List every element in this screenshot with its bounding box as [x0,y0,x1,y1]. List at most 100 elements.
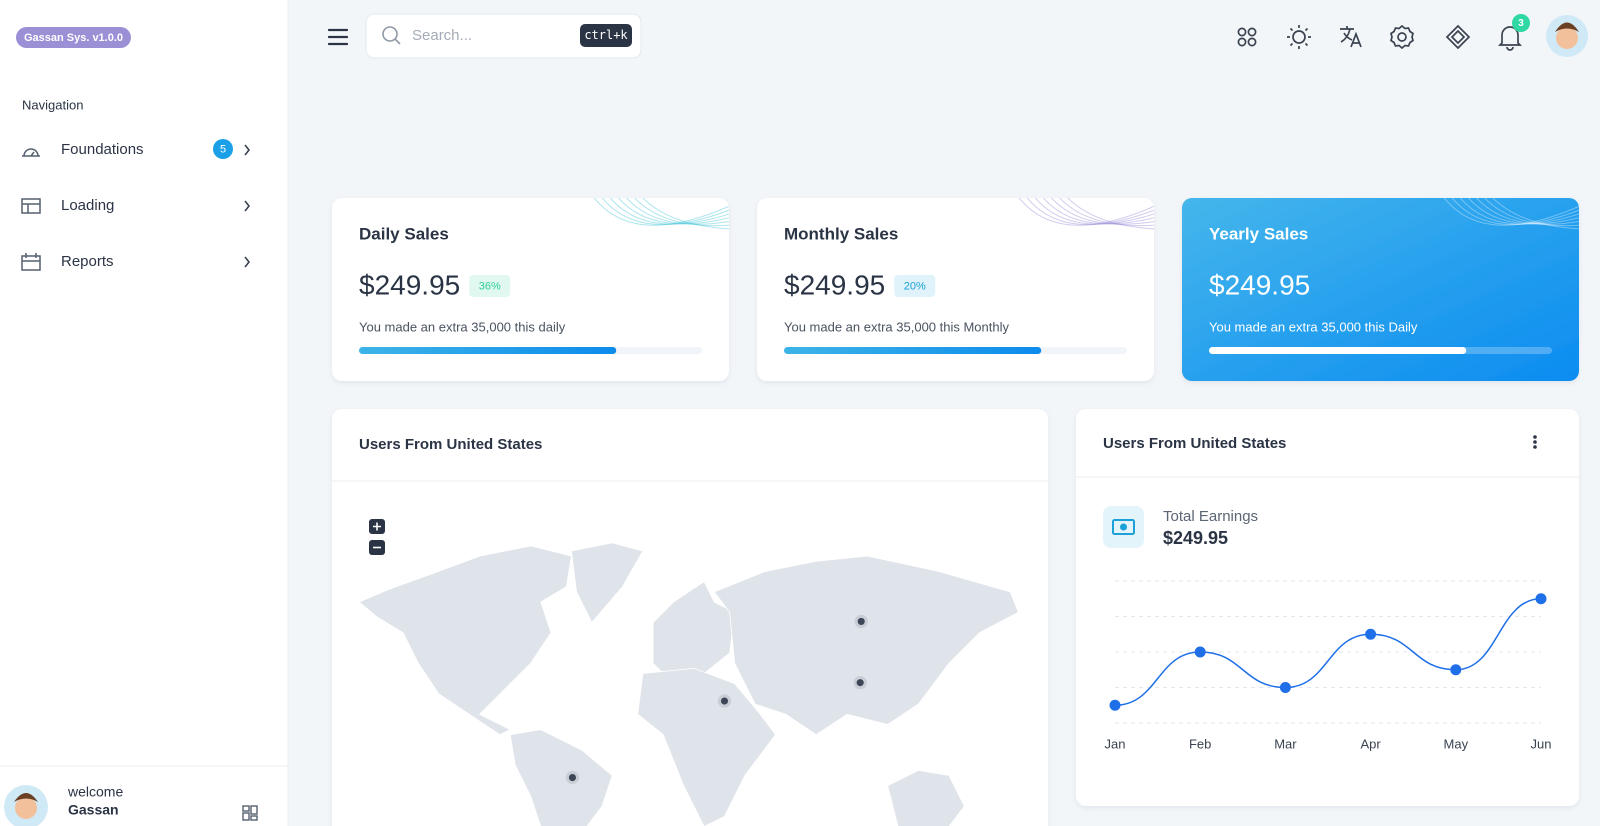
stat-note: You made an extra 35,000 this daily [359,319,566,334]
card-decoration [591,198,729,230]
avatar-face [15,797,37,819]
nav-chevron [244,144,251,156]
zoom-in[interactable] [369,519,385,534]
earnings-icon [1112,519,1135,535]
nav-item[interactable]: Loading [21,197,251,214]
deco-line [599,198,729,225]
search-icon [382,26,398,42]
deco-line [1040,198,1154,225]
stat-title: Yearly Sales [1209,224,1308,243]
deco-line [1465,198,1579,225]
progress-bar [784,347,1042,354]
shortcut-text: ctrl+k [584,28,628,42]
apps-icon[interactable] [1237,27,1257,47]
data-point [1450,664,1462,676]
data-point [1109,699,1121,711]
progress-bar [359,347,617,354]
deco-line [1441,198,1579,226]
deco-line [615,198,729,225]
deco-line [1024,198,1154,225]
stat-card [757,198,1154,381]
translate-icon[interactable] [1340,26,1362,48]
stat-title: Daily Sales [359,224,449,243]
earnings-chart: Jan Feb Mar Apr May Jun [1105,580,1552,751]
change-badge [469,275,511,297]
card-decoration [1441,198,1579,230]
x-tick-label: May [1444,736,1469,751]
deco-line [1016,198,1154,226]
stat-amount: $249.95 [1209,269,1310,300]
notification-badge [1512,14,1530,32]
map-card-title: Users From United States [359,436,542,453]
earnings-label: Total Earnings [1163,508,1258,525]
nav-section: Navigation [22,97,83,112]
stat-amount: $249.95 [359,269,460,300]
x-tick-label: Apr [1360,736,1381,751]
shortcut-key [580,24,632,47]
widgets-icon[interactable] [1445,24,1471,50]
nav-item[interactable]: Foundations 5 [22,139,251,159]
world-map [358,542,1019,826]
deco-line [1056,198,1154,227]
deco-line [1489,198,1579,230]
change-value: 36% [479,280,501,292]
stat-note: You made an extra 35,000 this Daily [1209,319,1418,334]
deco-line [623,198,729,225]
zoom-out[interactable] [369,540,385,555]
deco-line [1457,198,1579,225]
data-point [1365,628,1377,640]
x-tick-label: Mar [1274,736,1297,751]
nav-list: Foundations 5 Loading Reports [21,139,251,271]
more-menu[interactable] [1533,435,1537,449]
search-placeholder: Search... [412,27,472,44]
deco-line [591,198,729,226]
change-value: 20% [904,280,926,292]
avatar-hair [14,793,38,802]
theme-icon[interactable] [1287,25,1311,49]
notification-count: 3 [1518,18,1524,29]
earnings-card-title: Users From United States [1103,435,1286,452]
header-avatar-hair [1555,22,1579,32]
deco-line [631,198,729,227]
settings-icon[interactable] [1390,24,1414,50]
notifications-icon[interactable] [1497,26,1523,51]
deco-line [1449,198,1579,225]
nav-chevron [244,256,251,268]
brand-pill [16,27,131,48]
nav-label: Loading [61,197,114,214]
nav-icon [22,148,40,157]
x-tick-label: Jun [1531,736,1552,751]
deco-line [1048,198,1154,225]
user-name: Gassan [68,802,119,818]
stat-title: Monthly Sales [784,224,898,243]
deco-line [1481,198,1579,227]
deco-line [1473,198,1579,225]
header-avatar-face [1556,27,1578,49]
nav-icon [21,198,41,214]
series-line [1114,598,1542,706]
layout-icon[interactable] [242,805,258,821]
data-point [1535,593,1547,605]
stat-card [332,198,729,381]
nav-badge [213,139,233,159]
nav-icon [21,253,41,271]
x-tick-label: Jan [1105,736,1126,751]
change-badge [894,275,936,297]
search-box[interactable] [365,13,642,59]
nav-chevron [244,200,251,212]
progress-bar [1209,347,1467,354]
stat-cards: Daily Sales $249.95 36% You made an extra 3… [332,198,1579,381]
data-point [1194,646,1206,658]
data-point [1279,682,1291,693]
nav-item[interactable]: Reports [21,253,251,271]
sidebar [0,0,288,826]
earnings-amount: $249.95 [1163,528,1228,548]
menu-toggle[interactable] [327,28,349,46]
stat-amount: $249.95 [784,269,885,300]
stat-note: You made an extra 35,000 this Monthly [784,319,1009,334]
stat-card [1182,198,1579,381]
brand: Gassan Sys. v1.0.0 [24,32,123,44]
deco-line [1064,198,1154,230]
